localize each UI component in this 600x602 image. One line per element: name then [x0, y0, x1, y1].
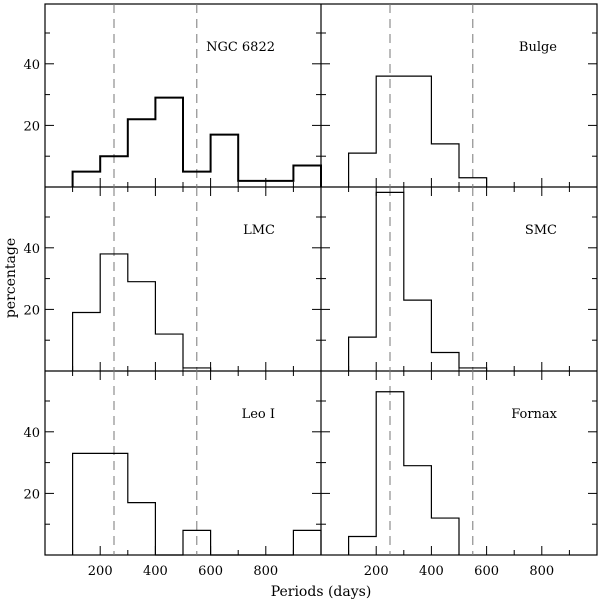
panel-label-bulge: Bulge	[519, 40, 557, 55]
panel-label-smc: SMC	[525, 223, 557, 238]
x-tick-label: 800	[529, 564, 554, 579]
panels-layer: NGC 6822 20 40 Bulge LMC 20 40 SMC Leo I 20 40 200 4…	[23, 3, 598, 579]
panel-leo-i: Leo I 20 40 200 400 600 800	[23, 371, 322, 579]
panel-bulge: Bulge	[321, 4, 597, 187]
panel-label-lmc: LMC	[243, 223, 275, 238]
y-axis-label: percentage	[3, 238, 19, 318]
x-tick-label: 200	[88, 564, 113, 579]
x-tick-label: 600	[474, 564, 499, 579]
histogram-leo-i	[72, 452, 322, 556]
x-tick-label: 800	[253, 564, 278, 579]
x-tick-label: 400	[419, 564, 444, 579]
panel-ngc-6822: NGC 6822 20 40	[23, 4, 322, 187]
y-tick-label: 20	[23, 119, 40, 134]
y-tick-label: 20	[23, 487, 40, 502]
x-tick-label: 400	[143, 564, 168, 579]
y-tick-label: 40	[23, 58, 40, 73]
histogram-fornax	[348, 391, 460, 555]
x-axis-label: Periods (days)	[271, 584, 372, 600]
panel-fornax: Fornax 200 400 600 800	[321, 371, 597, 579]
histogram-smc	[348, 191, 488, 371]
y-tick-label: 40	[23, 242, 40, 257]
histogram-lmc	[72, 253, 212, 371]
panel-label-fornax: Fornax	[511, 407, 557, 422]
histogram-bulge	[348, 75, 488, 187]
panel-label-ngc-6822: NGC 6822	[206, 40, 275, 55]
panel-lmc: LMC 20 40	[23, 187, 321, 371]
x-tick-label: 600	[198, 564, 223, 579]
y-tick-label: 40	[23, 426, 40, 441]
histogram-ngc-6822	[71, 96, 322, 187]
x-tick-label: 200	[364, 564, 389, 579]
panel-label-leo-i: Leo I	[242, 407, 275, 422]
panel-smc: SMC	[321, 187, 597, 371]
y-tick-label: 20	[23, 303, 40, 318]
